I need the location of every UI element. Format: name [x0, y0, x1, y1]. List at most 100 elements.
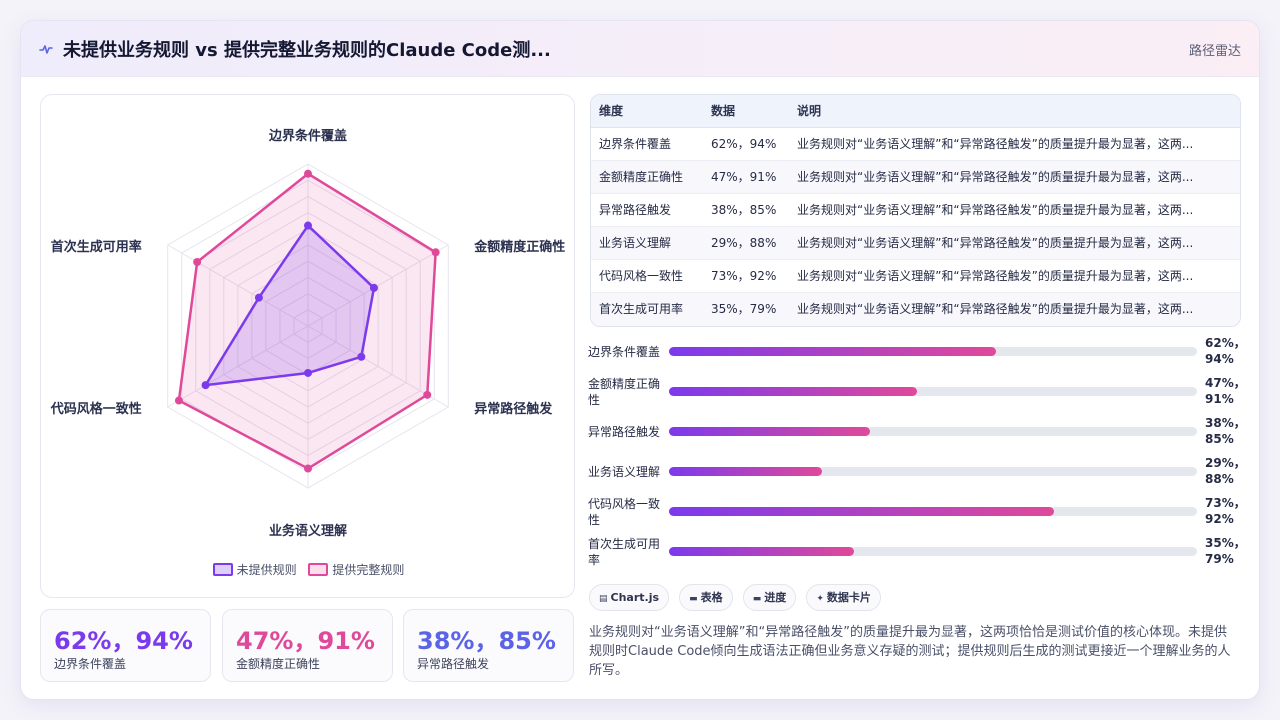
table-row[interactable]: 金额精度正确性 47%，91% 业务规则对“业务语义理解”和“异常路径触发”的质…	[591, 161, 1240, 194]
progress-label: 首次生成可用率	[588, 537, 661, 567]
radar-chart-panel: 边界条件覆盖 金额精度正确性 异常路径触发 业务语义理解 代码风格一致性 首次生成可用率 …	[40, 94, 575, 598]
radar-axis-label: 首次生成可用率	[51, 239, 142, 255]
table-cell-dimension: 首次生成可用率	[599, 302, 684, 316]
progress-fill	[669, 427, 870, 436]
progress-label: 代码风格一致性	[588, 497, 661, 527]
chip-label: 表格	[700, 591, 723, 604]
radar-spoke	[307, 244, 449, 327]
radar-point	[304, 169, 312, 178]
page-title: 未提供业务规则 vs 提供完整业务规则的Claude Code测...	[63, 40, 551, 61]
radar-point	[423, 390, 432, 399]
stat-label: 金额精度正确性	[236, 657, 321, 671]
progress-track	[669, 507, 1197, 516]
stat-label: 异常路径触发	[417, 657, 490, 671]
progress-row: 异常路径触发 38%，85%	[588, 414, 1246, 450]
stat-card-boundary: 62%，94% 边界条件覆盖	[40, 609, 211, 682]
chip-label: 进度	[764, 591, 787, 604]
radar-point	[357, 352, 366, 361]
progress-value: 47%，91%	[1205, 376, 1246, 406]
feature-chips: ▤ Chart.js ▬ 表格 ▬ 进度 ✦ 数据卡片	[589, 584, 886, 612]
radar-spoke	[167, 325, 309, 408]
radar-point	[193, 258, 202, 267]
chip-chartjs[interactable]: ▤ Chart.js	[589, 584, 670, 611]
chart-icon: ▤	[599, 594, 608, 604]
radar-spoke	[167, 244, 309, 327]
column-header-dimension: 维度	[599, 104, 624, 118]
table-cell-note: 业务规则对“业务语义理解”和“异常路径触发”的质量提升最为显著，这两...	[797, 236, 1194, 250]
table-row[interactable]: 首次生成可用率 35%，79% 业务规则对“业务语义理解”和“异常路径触发”的质…	[591, 293, 1240, 326]
progress-fill	[669, 547, 854, 556]
table-cell-note: 业务规则对“业务语义理解”和“异常路径触发”的质量提升最为显著，这两...	[797, 137, 1194, 151]
table-cell-dimension: 异常路径触发	[599, 203, 672, 217]
radar-axis-label: 边界条件覆盖	[268, 128, 347, 144]
chip-progress[interactable]: ▬ 进度	[742, 584, 797, 611]
radar-axis-label: 金额精度正确性	[473, 239, 565, 255]
table-cell-note: 业务规则对“业务语义理解”和“异常路径触发”的质量提升最为显著，这两...	[797, 269, 1194, 283]
table-row[interactable]: 边界条件覆盖 62%，94% 业务规则对“业务语义理解”和“异常路径触发”的质量…	[591, 128, 1240, 161]
radar-point	[304, 368, 312, 377]
progress-track	[669, 347, 1197, 356]
progress-row: 首次生成可用率 35%，79%	[588, 534, 1246, 570]
progress-value: 29%，88%	[1205, 456, 1246, 486]
progress-row: 业务语义理解 29%，88%	[588, 454, 1246, 490]
radar-point	[201, 381, 210, 390]
progress-label: 业务语义理解	[588, 465, 661, 479]
progress-fill	[669, 467, 823, 476]
header-bar: 未提供业务规则 vs 提供完整业务规则的Claude Code测... 路径雷达	[21, 21, 1259, 77]
chip-table[interactable]: ▬ 表格	[679, 584, 733, 611]
chart-legend: 未提供规则 提供完整规则	[41, 561, 576, 578]
chip-label: 数据卡片	[826, 591, 871, 604]
legend-label-no-rules: 未提供规则	[236, 563, 297, 577]
progress-fill	[669, 387, 918, 396]
radar-point	[369, 283, 378, 292]
progress-track	[669, 547, 1197, 556]
radar-point	[174, 396, 183, 405]
legend-item-full-rules[interactable]: 提供完整规则	[308, 561, 404, 578]
table-cell-data: 47%，91%	[711, 170, 777, 184]
radar-point	[254, 293, 263, 302]
progress-track	[669, 427, 1197, 436]
radar-axis-label: 代码风格一致性	[50, 401, 142, 417]
progress-track	[669, 387, 1197, 396]
progress-value: 35%，79%	[1205, 536, 1246, 566]
table-row[interactable]: 代码风格一致性 73%，92% 业务规则对“业务语义理解”和“异常路径触发”的质…	[591, 260, 1240, 293]
table-cell-data: 35%，79%	[711, 302, 777, 316]
stat-value: 47%，91%	[236, 627, 375, 655]
radar-axis-label: 异常路径触发	[474, 401, 553, 417]
dashboard-card: 未提供业务规则 vs 提供完整业务规则的Claude Code测... 路径雷达…	[20, 20, 1260, 700]
stat-card-amount-precision: 47%，91% 金额精度正确性	[222, 609, 393, 682]
table-cell-dimension: 金额精度正确性	[599, 170, 684, 184]
radar-point	[304, 221, 312, 230]
summary-text: 业务规则对“业务语义理解”和“异常路径触发”的质量提升最为显著，这两项恰恰是测试…	[589, 625, 1231, 678]
chart-type-tag: 路径雷达	[1188, 44, 1241, 59]
stat-label: 边界条件覆盖	[54, 657, 127, 671]
table-cell-dimension: 代码风格一致性	[599, 269, 684, 283]
table-cell-dimension: 边界条件覆盖	[599, 137, 672, 151]
table-cell-dimension: 业务语义理解	[599, 236, 672, 250]
data-table: 维度 数据 说明 边界条件覆盖 62%，94% 业务规则对“业务语义理解”和“异…	[590, 94, 1241, 327]
progress-row: 金额精度正确性 47%，91%	[588, 374, 1246, 410]
legend-item-no-rules[interactable]: 未提供规则	[212, 561, 297, 578]
progress-label: 金额精度正确性	[588, 377, 661, 407]
pulse-icon	[39, 45, 53, 54]
table-header: 维度 数据 说明	[591, 95, 1240, 128]
progress-label: 异常路径触发	[588, 425, 661, 439]
table-icon: ▬	[689, 594, 698, 604]
stat-card-exception-path: 38%，85% 异常路径触发	[403, 609, 574, 682]
chip-data-card[interactable]: ✦ 数据卡片	[806, 584, 881, 611]
radar-axis-label: 业务语义理解	[269, 523, 347, 539]
progress-track	[669, 467, 1197, 476]
table-cell-data: 73%，92%	[711, 269, 777, 283]
table-row[interactable]: 业务语义理解 29%，88% 业务规则对“业务语义理解”和“异常路径触发”的质量…	[591, 227, 1240, 260]
radar-point	[304, 464, 312, 473]
table-cell-note: 业务规则对“业务语义理解”和“异常路径触发”的质量提升最为显著，这两...	[797, 203, 1194, 217]
progress-row: 代码风格一致性 73%，92%	[588, 494, 1246, 530]
table-row[interactable]: 异常路径触发 38%，85% 业务规则对“业务语义理解”和“异常路径触发”的质量…	[591, 194, 1240, 227]
progress-row: 边界条件覆盖 62%，94%	[588, 334, 1246, 370]
sparkle-icon: ✦	[816, 594, 824, 604]
legend-label-full-rules: 提供完整规则	[332, 563, 405, 577]
table-cell-data: 62%，94%	[711, 137, 777, 151]
table-cell-note: 业务规则对“业务语义理解”和“异常路径触发”的质量提升最为显著，这两...	[797, 302, 1194, 316]
progress-value: 62%，94%	[1205, 336, 1246, 366]
